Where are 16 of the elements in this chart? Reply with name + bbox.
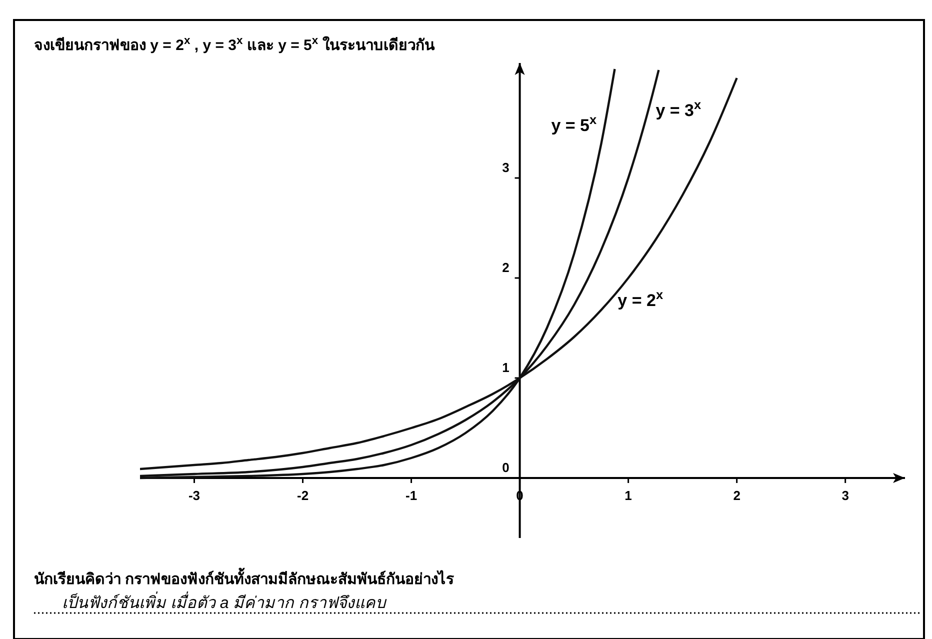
x-tick-label: 2 bbox=[733, 488, 740, 503]
x-tick-label: 1 bbox=[624, 488, 632, 503]
x-tick-label: -2 bbox=[296, 488, 309, 503]
x-tick-label: -3 bbox=[188, 488, 200, 503]
y-tick-label: 2 bbox=[502, 260, 510, 275]
x-tick-label: 3 bbox=[842, 488, 849, 503]
series-label: y = 5$^{x}$ bbox=[551, 112, 597, 135]
chart-title: จงเขียนกราฟของ y = 2$^{x}$ , y = 3$^{x}$ และ y = 5$^{x}$ ในระนาบเดียวกัน bbox=[34, 35, 436, 54]
text: เป็นฟังก์ชันเพิ่ม เมื่อตัว a มีค่ามาก กราฟจึงแคบ bbox=[62, 591, 388, 612]
y-tick-label: 1 bbox=[502, 360, 510, 375]
series-label: y = 2$^{x}$ bbox=[618, 286, 664, 310]
series-label: y = 3$^{x}$ bbox=[656, 96, 702, 120]
x-tick-label: -1 bbox=[405, 488, 418, 503]
y-tick-label: 0 bbox=[502, 460, 510, 475]
text: นักเรียนคิดว่า กราฟของฟังก์ชันทั้งสามมีลักษณะสัมพันธ์กันอย่างไร bbox=[34, 567, 456, 588]
y-tick-label: 3 bbox=[502, 160, 510, 175]
